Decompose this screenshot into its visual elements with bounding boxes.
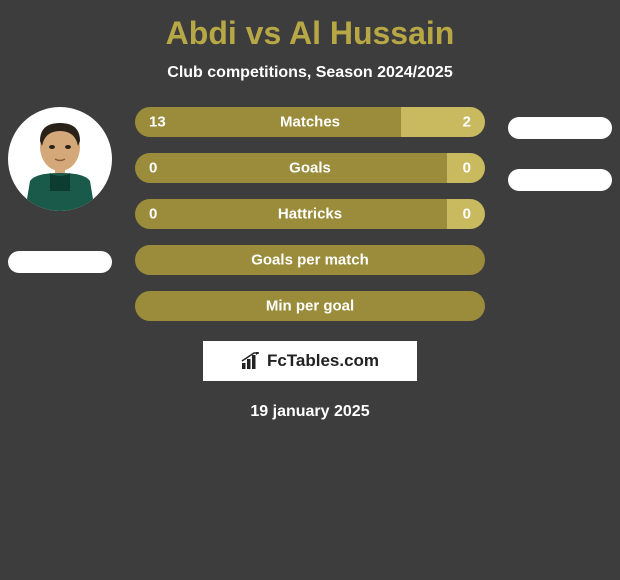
player-right-column [505, 107, 615, 191]
stat-left-value: 13 [149, 114, 166, 131]
stat-right-value: 2 [463, 114, 471, 131]
player-left-column [5, 107, 115, 273]
date-label: 19 january 2025 [0, 403, 620, 421]
stat-bar: 0 0 Hattricks [135, 199, 485, 229]
stat-bar: Min per goal [135, 291, 485, 321]
stats-column: 13 2 Matches 0 0 Goals 0 0 Hattricks Goals per ma… [135, 107, 485, 321]
player-right-name-pill-2 [508, 169, 612, 191]
stat-right-value: 0 [463, 160, 471, 177]
branding-box: FcTables.com [203, 341, 417, 381]
player-left-name-pill [8, 251, 112, 273]
stat-right-value: 0 [463, 206, 471, 223]
stat-bar: 13 2 Matches [135, 107, 485, 137]
chart-icon [241, 352, 261, 370]
person-icon [15, 111, 105, 211]
stat-label: Min per goal [266, 298, 354, 315]
player-left-avatar [8, 107, 112, 211]
comparison-subtitle: Club competitions, Season 2024/2025 [0, 64, 620, 82]
stat-bar-right-fill [401, 107, 485, 137]
comparison-title: Abdi vs Al Hussain [0, 15, 620, 52]
stat-bar: 0 0 Goals [135, 153, 485, 183]
stat-left-value: 0 [149, 206, 157, 223]
stat-left-value: 0 [149, 160, 157, 177]
stat-label: Matches [280, 114, 340, 131]
player-right-name-pill-1 [508, 117, 612, 139]
stat-label: Hattricks [278, 206, 342, 223]
stat-label: Goals [289, 160, 331, 177]
stat-label: Goals per match [251, 252, 369, 269]
branding-text: FcTables.com [267, 351, 379, 371]
stat-bar: Goals per match [135, 245, 485, 275]
stat-bar-left-fill [135, 107, 401, 137]
